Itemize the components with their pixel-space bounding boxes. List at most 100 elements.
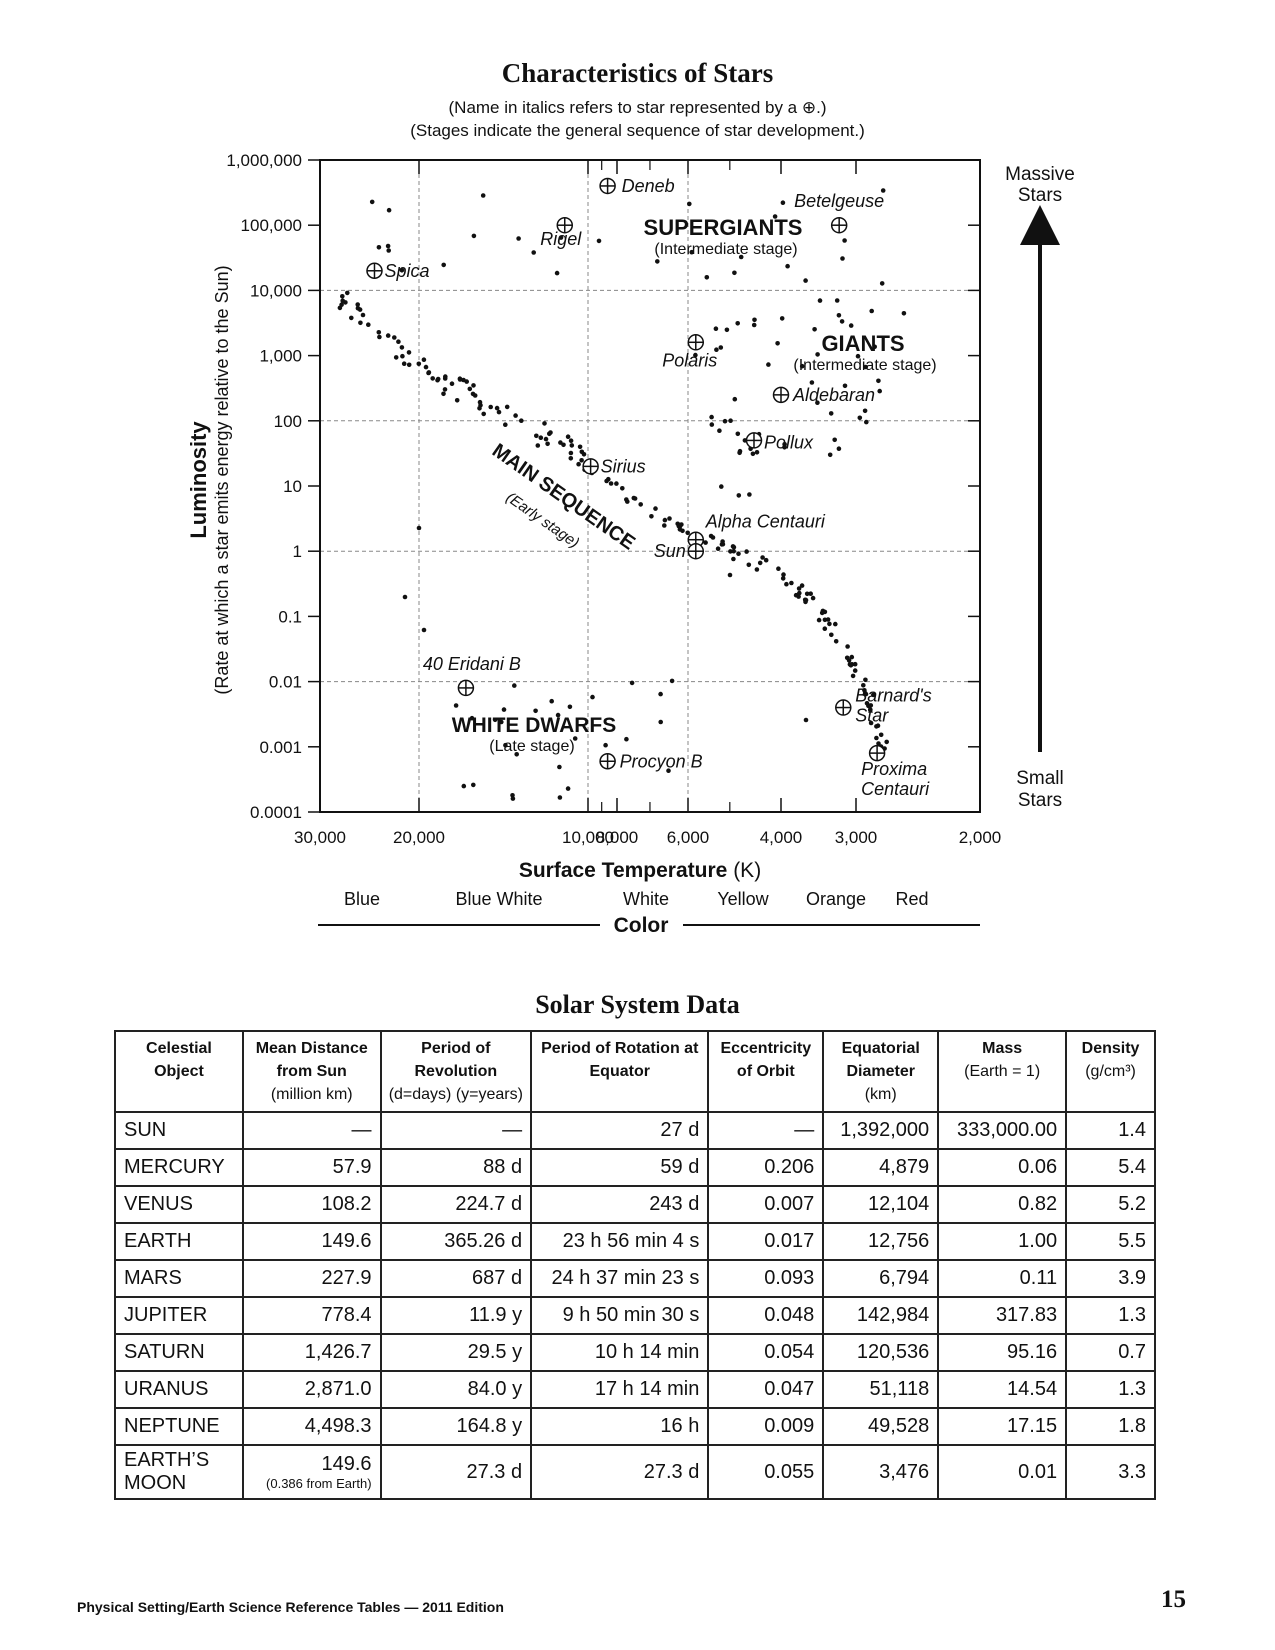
star-label: Barnard's bbox=[855, 686, 931, 706]
data-cell: 57.9 bbox=[241, 1148, 382, 1187]
white-dwarfs-label: WHITE DWARFS bbox=[452, 714, 616, 737]
chart-title: Characteristics of Stars bbox=[501, 58, 774, 88]
star-dot bbox=[799, 583, 805, 588]
star-label: Aldebaran bbox=[792, 385, 875, 405]
star-dot bbox=[457, 376, 463, 382]
arrow-top-label-1: Massive bbox=[1005, 164, 1075, 185]
data-cell: 12,104 bbox=[822, 1185, 940, 1224]
star-dot bbox=[863, 364, 868, 370]
y-tick-label: 0.001 bbox=[259, 738, 302, 757]
star-dot bbox=[366, 322, 371, 328]
table-row: NEPTUNE 4,498.3 164.8 y 16 h 0.009 49,528 17.1… bbox=[114, 1407, 1156, 1446]
star-dot bbox=[866, 703, 871, 709]
data-cell: 1,392,000 bbox=[822, 1111, 940, 1150]
star-dot bbox=[579, 449, 585, 455]
star-dot bbox=[832, 437, 837, 443]
data-cell: 6,794 bbox=[822, 1259, 940, 1298]
star-dot bbox=[864, 419, 869, 425]
named-star-sun: Sun bbox=[654, 541, 705, 561]
star-dot bbox=[715, 546, 721, 551]
star-dot bbox=[679, 522, 684, 527]
data-cell: 0.01 bbox=[937, 1444, 1068, 1500]
star-dot bbox=[386, 248, 392, 253]
y-tick-label: 10,000 bbox=[250, 281, 302, 300]
star-dot bbox=[763, 557, 769, 563]
data-cell: 149.6 (0.386 from Earth) bbox=[241, 1444, 382, 1500]
data-cell: 0.017 bbox=[707, 1222, 825, 1261]
star-dot bbox=[514, 752, 519, 757]
data-cell: 5.2 bbox=[1065, 1185, 1156, 1224]
star-dot bbox=[620, 486, 625, 491]
data-cell: 17.15 bbox=[937, 1407, 1068, 1446]
star-dot bbox=[779, 316, 785, 321]
named-star-betelgeuse: Betelgeuse bbox=[794, 191, 884, 234]
data-cell: 108.2 bbox=[241, 1185, 382, 1224]
data-cell: 0.054 bbox=[707, 1333, 825, 1372]
star-dot bbox=[842, 238, 847, 243]
y-tick-label: 10 bbox=[283, 477, 302, 496]
data-cell: 5.4 bbox=[1065, 1148, 1156, 1187]
star-dot bbox=[737, 450, 742, 456]
star-dot bbox=[871, 692, 876, 698]
star-label: Betelgeuse bbox=[794, 191, 884, 211]
data-cell: 224.7 d bbox=[379, 1185, 533, 1224]
grid-lines bbox=[320, 160, 980, 812]
color-label-white: White bbox=[623, 889, 669, 909]
y-tick-label: 1,000,000 bbox=[226, 151, 302, 170]
data-cell: 0.093 bbox=[707, 1259, 825, 1298]
star-dot bbox=[416, 525, 422, 531]
star-dot bbox=[829, 632, 834, 638]
star-label: Procyon B bbox=[620, 751, 703, 771]
star-dot bbox=[516, 236, 521, 241]
chart-subtitle-2: (Stages indicate the general sequence of… bbox=[410, 121, 865, 140]
data-cell: 24 h 37 min 23 s bbox=[530, 1259, 710, 1298]
star-dot bbox=[717, 428, 722, 434]
star-dot bbox=[747, 492, 752, 497]
star-dot bbox=[797, 590, 802, 596]
arrow-top-label-2: Stars bbox=[1018, 185, 1062, 206]
named-star-polaris: Polaris bbox=[662, 334, 717, 370]
data-cell: 27.3 d bbox=[530, 1444, 710, 1500]
star-dot bbox=[358, 320, 363, 326]
star-dot bbox=[421, 357, 427, 363]
named-star-procyon-b: Procyon B bbox=[599, 751, 703, 771]
solar-system-table: Celestial Object Mean Distance from Sun (m… bbox=[114, 1030, 1156, 1500]
star-dot bbox=[662, 517, 668, 523]
star-dot bbox=[844, 655, 850, 661]
x-tick-label: 10,000 bbox=[562, 828, 614, 847]
data-cell: 0.047 bbox=[707, 1370, 825, 1409]
star-dot bbox=[693, 352, 698, 358]
star-dot bbox=[638, 502, 643, 507]
column-header: Period of Rotation at Equator bbox=[530, 1030, 710, 1113]
star-dot bbox=[704, 275, 710, 280]
star-dot bbox=[565, 786, 571, 791]
star-dot bbox=[576, 461, 581, 467]
star-dot bbox=[862, 688, 867, 693]
star-dot bbox=[360, 312, 366, 318]
star-dot bbox=[828, 411, 834, 416]
star-dot bbox=[614, 481, 619, 486]
star-dot bbox=[789, 580, 794, 586]
star-dot bbox=[402, 594, 408, 600]
star-dot bbox=[680, 528, 685, 534]
table-row: VENUS 108.2 224.7 d 243 d 0.007 12,104 0.82 5.2 bbox=[114, 1185, 1156, 1224]
data-cell: 1.4 bbox=[1065, 1111, 1156, 1150]
named-star-pollux: Pollux bbox=[745, 432, 814, 452]
star-dot bbox=[376, 330, 382, 335]
star-dot bbox=[868, 707, 873, 713]
star-dot bbox=[852, 668, 858, 673]
giants-label: GIANTS bbox=[821, 331, 904, 356]
star-dot bbox=[406, 362, 412, 368]
star-dot bbox=[775, 341, 780, 346]
data-cell: 51,118 bbox=[822, 1370, 940, 1409]
star-dot bbox=[631, 495, 637, 501]
star-dot bbox=[852, 661, 858, 667]
star-dot bbox=[355, 306, 361, 311]
star-dot bbox=[512, 683, 517, 688]
x-tick-label: 8,000 bbox=[596, 828, 639, 847]
star-label: Pollux bbox=[764, 432, 814, 452]
star-dot bbox=[662, 523, 667, 528]
star-dot bbox=[442, 387, 448, 392]
star-dot bbox=[480, 193, 486, 198]
x-tick-label: 4,000 bbox=[760, 828, 803, 847]
